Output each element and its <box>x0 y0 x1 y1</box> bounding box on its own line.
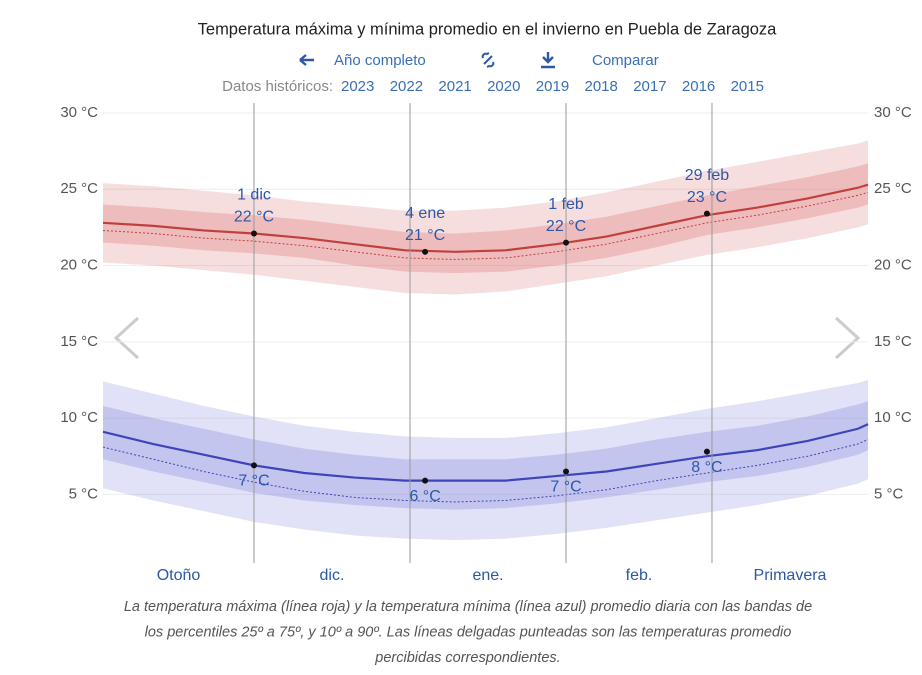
band-p10-p90 <box>103 140 868 295</box>
year-link[interactable]: 2022 <box>390 78 423 95</box>
annotation-date: 4 ene <box>405 205 445 222</box>
y-tick-label-right: 10 °C <box>874 409 912 426</box>
annotation-min: 6 °C <box>409 488 440 505</box>
perceived-line <box>102 438 869 503</box>
compare-link[interactable]: Comparar <box>592 52 659 69</box>
month-label: Primavera <box>754 567 827 584</box>
annotation-date: 1 dic <box>237 187 271 204</box>
y-tick-label-right: 30 °C <box>874 104 912 121</box>
full-year-link[interactable]: Año completo <box>334 52 426 69</box>
month-label: feb. <box>626 567 653 584</box>
prev-arrow[interactable] <box>113 316 140 360</box>
year-link[interactable]: 2017 <box>633 78 666 95</box>
year-link[interactable]: 2021 <box>438 78 471 95</box>
y-tick-label: 10 °C <box>60 409 98 426</box>
min-dot <box>250 462 257 469</box>
caption-line: percibidas correspondientes. <box>374 650 560 666</box>
back-arrow[interactable] <box>299 54 314 66</box>
band-p10-p90 <box>103 379 868 541</box>
month-label: ene. <box>472 567 503 584</box>
annotation-min: 7 °C <box>238 473 269 490</box>
y-tick-label: 20 °C <box>60 257 98 274</box>
year-link[interactable]: 2020 <box>487 78 520 95</box>
history-label: Datos históricos: <box>222 78 333 95</box>
min-dot <box>703 448 710 455</box>
next-arrow[interactable] <box>834 316 861 360</box>
mean-line <box>102 183 869 253</box>
caption-line: La temperatura máxima (línea roja) y la … <box>124 599 812 615</box>
y-tick-label: 5 °C <box>69 485 99 502</box>
max-dot <box>703 210 710 217</box>
y-tick-label-right: 20 °C <box>874 257 912 274</box>
plot <box>102 112 869 541</box>
caption-line: los percentiles 25º a 75º, y 10º a 90º. … <box>145 624 792 640</box>
year-link[interactable]: 2023 <box>341 78 374 95</box>
y-tick-label-right: 25 °C <box>874 180 912 197</box>
annotation-max: 22 °C <box>234 209 274 226</box>
max-dot <box>563 239 570 246</box>
y-tick-label: 15 °C <box>60 333 98 350</box>
annotation-min: 8 °C <box>691 459 722 476</box>
month-label: dic. <box>320 567 345 584</box>
max-dot <box>250 230 257 237</box>
month-label: Otoño <box>157 567 201 584</box>
annotation-min: 7 °C <box>550 479 581 496</box>
annotation-date: 1 feb <box>548 196 584 213</box>
perceived-line <box>102 191 869 260</box>
max-dot <box>422 248 429 255</box>
annotation-max: 23 °C <box>687 189 727 206</box>
y-tick-label-right: 5 °C <box>874 485 904 502</box>
year-link[interactable]: 2016 <box>682 78 715 95</box>
year-link[interactable]: 2018 <box>585 78 618 95</box>
annotation-max: 21 °C <box>405 227 445 244</box>
link-icon[interactable] <box>481 52 495 68</box>
y-tick-label-right: 15 °C <box>874 333 912 350</box>
year-link[interactable]: 2015 <box>731 78 764 95</box>
band-p25-p75 <box>103 163 868 274</box>
band-p25-p75 <box>103 401 868 510</box>
mean-line <box>102 423 869 482</box>
year-link[interactable]: 2019 <box>536 78 569 95</box>
annotation-max: 22 °C <box>546 218 586 235</box>
min-dot <box>422 477 429 484</box>
annotation-date: 29 feb <box>685 167 730 184</box>
chart-title: Temperatura máxima y mínima promedio en … <box>198 20 778 38</box>
min-dot <box>563 468 570 475</box>
y-tick-label: 30 °C <box>60 104 98 121</box>
download-icon[interactable] <box>541 52 555 69</box>
y-tick-label: 25 °C <box>60 180 98 197</box>
